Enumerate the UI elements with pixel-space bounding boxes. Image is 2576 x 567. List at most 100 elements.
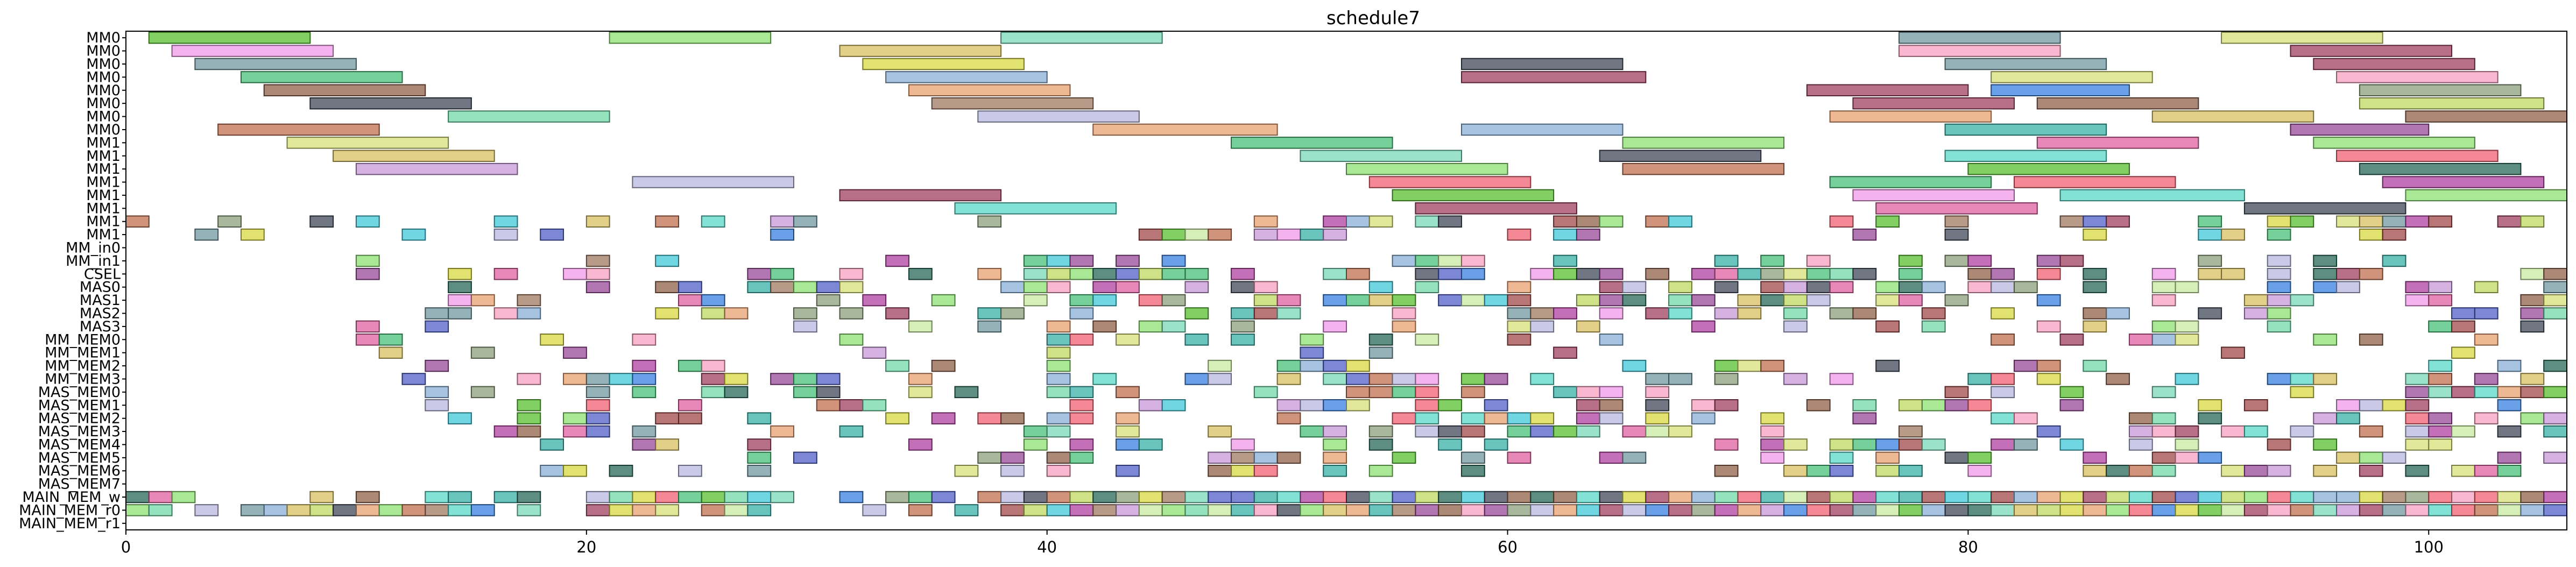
task-bar	[1944, 215, 1969, 228]
task-bar	[1714, 359, 1739, 372]
task-bar	[2267, 373, 2291, 385]
task-bar	[2497, 359, 2522, 372]
task-bar	[1368, 281, 1393, 293]
task-bar	[701, 307, 725, 320]
task-bar	[1507, 320, 1532, 333]
task-bar	[1991, 84, 2130, 97]
task-bar	[1438, 294, 1462, 307]
task-bar	[585, 281, 610, 293]
task-bar	[585, 215, 610, 228]
task-bar	[770, 281, 794, 293]
task-bar	[1116, 254, 1140, 267]
task-bar	[1737, 504, 1762, 516]
task-bar	[263, 504, 288, 516]
task-bar	[1161, 294, 1186, 307]
task-bar	[1991, 373, 2015, 385]
task-bar	[1553, 228, 1577, 241]
task-bar	[1208, 359, 1232, 372]
task-bar	[2405, 399, 2430, 412]
task-bar	[839, 334, 864, 346]
task-bar	[517, 307, 541, 320]
task-bar	[1392, 373, 1416, 385]
x-tick-label: 100	[2414, 538, 2444, 556]
task-bar	[839, 189, 1002, 202]
task-bar	[2243, 491, 2268, 504]
task-bar	[2336, 451, 2360, 464]
task-bar	[1046, 412, 1071, 424]
task-bar	[2474, 464, 2499, 477]
task-bar	[2359, 334, 2383, 346]
task-bar	[2175, 491, 2199, 504]
task-bar	[2497, 386, 2522, 399]
task-bar	[240, 504, 265, 516]
task-bar	[1576, 294, 1600, 307]
task-bar	[2083, 451, 2107, 464]
task-bar	[2520, 386, 2545, 399]
y-tick-label: MAS_MEM3	[38, 423, 121, 440]
task-bar	[2128, 491, 2153, 504]
task-bar	[1415, 504, 1439, 516]
task-bar	[977, 491, 1002, 504]
x-tick-label: 0	[121, 538, 131, 556]
task-bar	[1760, 412, 1785, 424]
task-bar	[977, 451, 1002, 464]
task-bar	[1046, 334, 1071, 346]
task-bar	[1323, 268, 1347, 280]
y-tick-label: MAS2	[80, 305, 121, 322]
task-bar	[954, 202, 1117, 215]
task-bar	[1069, 254, 1094, 267]
task-bar	[678, 294, 702, 307]
task-bar	[1691, 504, 1716, 516]
task-bar	[1944, 386, 1969, 399]
task-bar	[1875, 202, 2038, 215]
task-bar	[1714, 307, 1739, 320]
task-bar	[1599, 334, 1624, 346]
task-bar	[1276, 399, 1301, 412]
task-bar	[1323, 504, 1347, 516]
task-bar	[1806, 399, 1831, 412]
task-bar	[609, 491, 633, 504]
task-bar	[1714, 268, 1739, 280]
task-bar	[1069, 307, 1094, 320]
task-bar	[1092, 373, 1117, 385]
task-bar	[1576, 268, 1600, 280]
task-bar	[1783, 438, 1808, 451]
task-bar	[1484, 399, 1508, 412]
task-bar	[1760, 504, 1785, 516]
x-tick-label: 60	[1498, 538, 1518, 556]
task-bar	[1806, 504, 1831, 516]
task-bar	[1184, 268, 1209, 280]
task-bar	[1438, 215, 1462, 228]
task-bar	[1253, 386, 1278, 399]
task-bar	[1806, 464, 1831, 477]
task-bar	[724, 504, 749, 516]
task-bar	[2267, 268, 2291, 280]
task-bar	[1875, 359, 1900, 372]
y-tick-label: MAS_MEM5	[38, 450, 121, 466]
task-bar	[1599, 386, 1624, 399]
task-bar	[1714, 491, 1739, 504]
task-bar	[2474, 334, 2499, 346]
task-bar	[286, 137, 449, 149]
task-bar	[1231, 451, 1255, 464]
task-bar	[1507, 334, 1532, 346]
task-bar	[1967, 399, 1992, 412]
task-bar	[2497, 504, 2522, 516]
task-bar	[1484, 438, 1508, 451]
task-bar	[1368, 215, 1393, 228]
task-bar	[2036, 359, 2061, 372]
task-bar	[1899, 31, 2061, 44]
task-bar	[2059, 399, 2084, 412]
task-bar	[2428, 412, 2453, 424]
task-bar	[585, 491, 610, 504]
task-bar	[2243, 202, 2406, 215]
task-bar	[2221, 228, 2245, 241]
task-bar	[1806, 84, 1969, 97]
task-bar	[1253, 228, 1278, 241]
task-bar	[862, 504, 887, 516]
task-bar	[1300, 359, 1324, 372]
task-bar	[1161, 504, 1186, 516]
task-bar	[2290, 491, 2314, 504]
task-bar	[425, 307, 449, 320]
task-bar	[1530, 268, 1555, 280]
